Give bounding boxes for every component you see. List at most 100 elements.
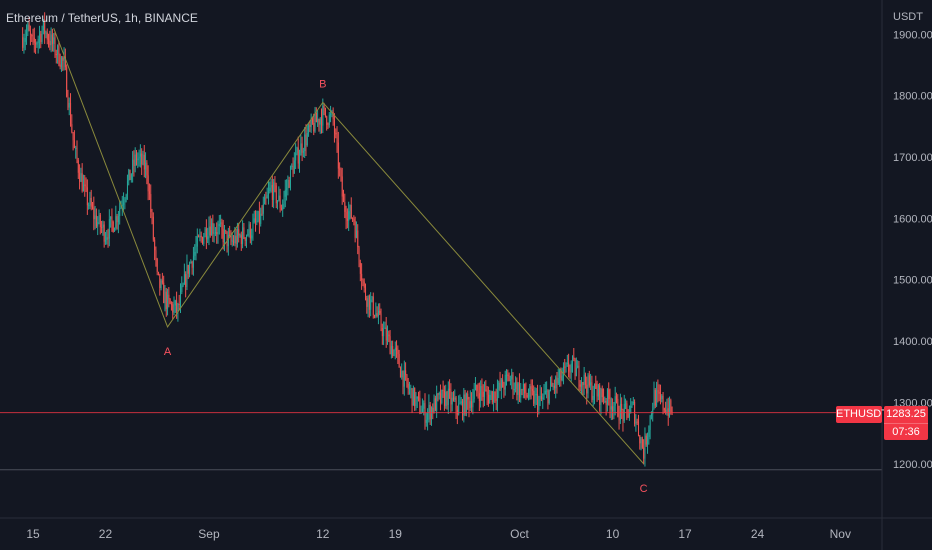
candle-body: [504, 374, 506, 390]
candle-body: [324, 107, 326, 117]
candle-body: [619, 403, 621, 421]
candle-body: [196, 236, 198, 247]
candle-body: [592, 395, 594, 400]
candle-body: [167, 294, 169, 309]
candle-body: [248, 224, 250, 235]
candle-body: [425, 419, 427, 423]
candle-body: [97, 222, 99, 227]
candle-body: [596, 388, 598, 397]
candle-body: [518, 383, 520, 398]
candle-body: [319, 118, 321, 125]
candle-body: [497, 389, 499, 401]
candle-body: [121, 204, 123, 206]
candle-body: [58, 45, 60, 65]
candle-body: [354, 221, 356, 238]
time-axis[interactable]: 15 22 Sep 12 19 Oct 10 17 24 Nov: [0, 517, 932, 541]
candle-body: [255, 218, 257, 222]
candle-body: [572, 357, 574, 364]
candle-body: [225, 230, 227, 232]
candle-body: [419, 397, 421, 414]
candle-body: [583, 374, 585, 386]
candle-body: [261, 213, 263, 215]
candle-body: [59, 64, 61, 67]
candle-body: [258, 211, 260, 224]
candle-body: [407, 383, 409, 390]
candle-body: [458, 403, 460, 415]
candle-body: [41, 30, 43, 42]
candle-body: [399, 367, 401, 378]
candle-body: [601, 388, 603, 398]
candle-body: [649, 415, 651, 430]
candle-body: [600, 388, 602, 405]
candle-body: [489, 394, 491, 404]
candle-body: [133, 159, 135, 166]
candle-body: [652, 409, 654, 415]
candle-body: [220, 222, 222, 224]
candle-body: [344, 202, 346, 212]
candle-body: [434, 398, 436, 411]
candle-body: [293, 160, 295, 174]
candle-body: [297, 147, 299, 164]
candle-body: [132, 159, 134, 175]
candle-body: [612, 406, 614, 411]
elliott-wave-drawing[interactable]: A B C: [53, 27, 648, 495]
candle-body: [51, 34, 53, 44]
chart-title: Ethereum / TetherUS, 1h, BINANCE: [6, 11, 198, 25]
candle-body: [586, 384, 588, 394]
candle-body: [440, 393, 442, 403]
candle-body: [50, 34, 52, 46]
candle-body: [574, 359, 576, 377]
candle-body: [613, 405, 615, 411]
candle-body: [362, 280, 364, 282]
candle-body: [473, 390, 475, 399]
candle-body: [68, 102, 70, 108]
candle-body: [665, 409, 667, 414]
candle-body: [556, 377, 558, 384]
candle-body: [180, 291, 182, 305]
candle-body: [112, 221, 114, 232]
candle-body: [101, 227, 103, 229]
candle-body: [93, 207, 95, 220]
candle-body: [26, 31, 28, 38]
candle-body: [155, 250, 157, 260]
candle-body: [584, 374, 586, 385]
candle-body: [181, 285, 183, 292]
candle-body: [495, 398, 497, 401]
candle-body: [163, 282, 165, 304]
candle-body: [154, 239, 156, 251]
candle-body: [46, 32, 48, 40]
candle-body: [521, 388, 523, 391]
candle-body: [438, 393, 440, 395]
candle-body: [333, 119, 335, 133]
candle-body: [388, 334, 390, 337]
candle-body: [295, 153, 297, 161]
candle-body: [377, 310, 379, 317]
candle-body: [401, 370, 403, 378]
candle-body: [85, 185, 87, 188]
time-tick-label: 22: [99, 527, 113, 541]
candle-body: [635, 421, 637, 424]
candle-body: [409, 388, 411, 390]
candle-body: [568, 362, 570, 372]
candle-body: [72, 132, 74, 141]
candle-body: [453, 397, 455, 400]
candle-body: [380, 313, 382, 329]
candle-body: [317, 119, 319, 123]
candle-body: [170, 303, 172, 305]
candle-body: [487, 394, 489, 404]
price-axis[interactable]: 1200.001300.001400.001500.001600.001700.…: [881, 0, 932, 550]
candle-body: [588, 375, 590, 386]
candle-body: [579, 384, 581, 387]
candle-body: [468, 399, 470, 408]
candle-body: [300, 143, 302, 156]
candle-body: [353, 218, 355, 222]
candle-body: [244, 237, 246, 241]
candle-body: [108, 219, 110, 239]
candle-body: [279, 195, 281, 208]
candle-body: [383, 328, 385, 337]
candle-body: [669, 400, 671, 416]
candle-body: [412, 387, 414, 406]
candle-body: [502, 379, 504, 388]
candle-body: [370, 299, 372, 310]
